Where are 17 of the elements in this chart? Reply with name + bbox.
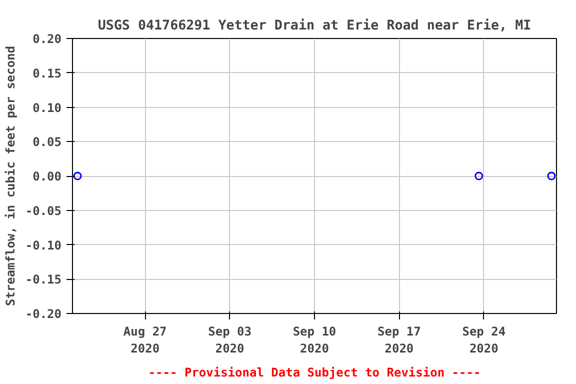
y-tick-label: -0.10 <box>25 238 62 252</box>
y-tick-label: -0.05 <box>25 204 62 218</box>
y-tick-label: 0.10 <box>32 100 62 115</box>
x-tick-label: Sep 03 2020 <box>208 324 252 356</box>
y-axis-title: Streamflow, in cubic feet per second <box>3 46 18 306</box>
y-tick-label: 0.00 <box>32 170 62 184</box>
x-tick-label: Aug 27 2020 <box>123 324 167 356</box>
y-tick-label: -0.15 <box>25 272 62 287</box>
y-tick-label: 0.15 <box>32 66 62 80</box>
x-tick-label: Sep 17 2020 <box>378 324 421 356</box>
text: ---- Provisional Data Subject to Revision ---- <box>148 366 481 380</box>
y-tick-label: 0.20 <box>32 32 62 46</box>
chart-title: USGS 041766291 Yetter Drain at Erie Road near Erie, MI <box>98 18 532 34</box>
x-tick-label: Sep 10 2020 <box>292 324 336 356</box>
y-tick-label: 0.05 <box>32 135 62 150</box>
y-tick-label: -0.20 <box>25 307 62 321</box>
x-tick-label: Sep 24 2020 <box>462 324 506 356</box>
